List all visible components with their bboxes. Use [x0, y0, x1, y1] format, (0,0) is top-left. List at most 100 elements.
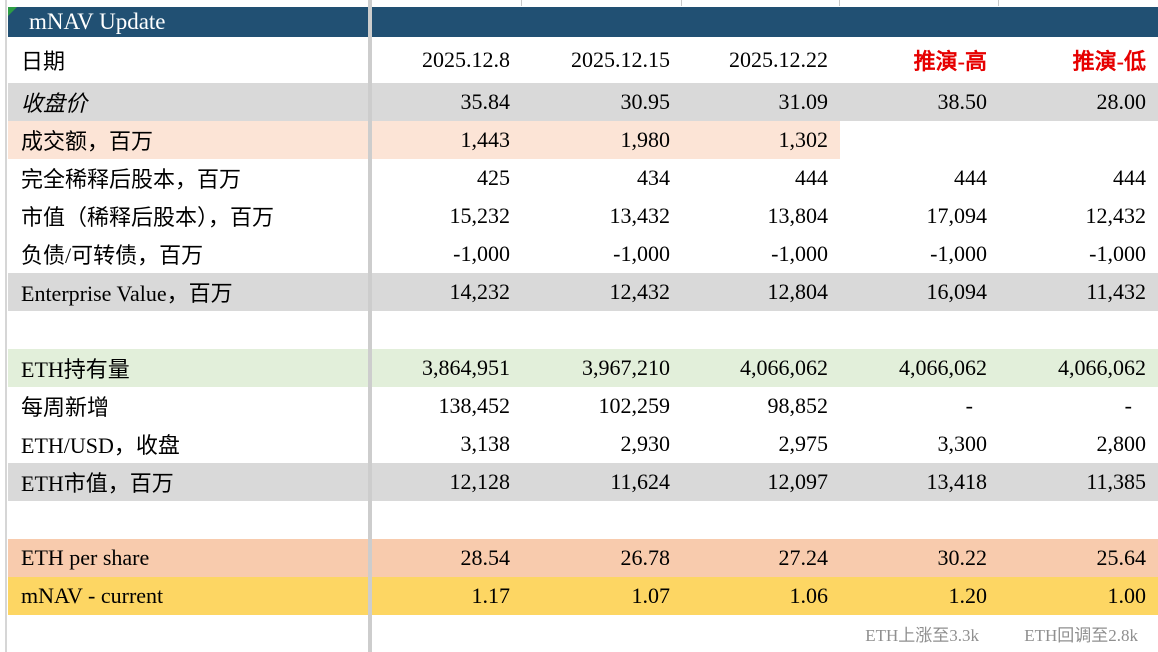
cell-value[interactable]: -1,000 [930, 241, 987, 266]
cell-value[interactable] [840, 501, 999, 539]
cell-value[interactable]: 138,452 [438, 393, 511, 418]
title-cell[interactable]: mNAV Update [8, 7, 1158, 37]
cell-value[interactable]: 444 [795, 165, 828, 190]
cell-value[interactable]: -1,000 [771, 241, 828, 266]
cell-value[interactable] [522, 311, 682, 349]
cell-value[interactable]: 15,232 [449, 203, 511, 228]
row-label[interactable] [8, 501, 370, 539]
cell-value[interactable]: - [965, 393, 973, 418]
cell-value[interactable]: 11,432 [999, 273, 1158, 311]
footer-empty-cell[interactable] [522, 615, 682, 652]
footer-empty-cell[interactable] [370, 615, 522, 652]
cell-value[interactable] [999, 121, 1158, 159]
cell-value[interactable] [682, 311, 840, 349]
cell-value[interactable]: -1,000 [453, 241, 510, 266]
row-gutter-gridline [5, 0, 7, 652]
cell-value[interactable]: 434 [637, 165, 670, 190]
footer-empty-label[interactable] [8, 615, 370, 652]
cell-value[interactable]: 14,232 [370, 273, 522, 311]
cell-value[interactable]: 1.07 [522, 577, 682, 615]
cell-value[interactable]: 1.06 [682, 577, 840, 615]
cell-value[interactable]: -1,000 [1089, 241, 1146, 266]
cell-value[interactable] [522, 501, 682, 539]
cell-value[interactable]: - [1124, 393, 1132, 418]
cell-value[interactable]: 3,967,210 [522, 349, 682, 387]
date-row-label[interactable]: 日期 [21, 49, 66, 74]
cell-value[interactable] [370, 311, 522, 349]
row-label[interactable]: 负债/可转债，百万 [21, 243, 204, 268]
row-label[interactable]: 收盘价 [8, 83, 370, 121]
cell-value[interactable]: 31.09 [682, 83, 840, 121]
cell-value[interactable]: 1,302 [682, 121, 840, 159]
cell-value[interactable]: 30.95 [522, 83, 682, 121]
cell-value[interactable]: 4,066,062 [840, 349, 999, 387]
cell-value[interactable]: 12,804 [682, 273, 840, 311]
cell-value[interactable]: -1,000 [613, 241, 670, 266]
row-label[interactable] [8, 311, 370, 349]
cell-value[interactable]: 28.00 [999, 83, 1158, 121]
cell-value[interactable]: 444 [954, 165, 987, 190]
cell-value[interactable]: 26.78 [522, 539, 682, 577]
row-label[interactable]: ETH/USD，收盘 [21, 433, 180, 458]
cell-value[interactable]: 3,300 [937, 431, 988, 456]
cell-value[interactable]: 425 [477, 165, 510, 190]
cell-value[interactable]: 17,094 [926, 203, 988, 228]
cell-value[interactable]: 11,385 [999, 463, 1158, 501]
cell-value[interactable]: 13,418 [840, 463, 999, 501]
cell-value[interactable]: 98,852 [767, 393, 829, 418]
cell-value[interactable]: 3,864,951 [370, 349, 522, 387]
cell-value[interactable]: 12,097 [682, 463, 840, 501]
footer-empty-cell[interactable] [682, 615, 840, 652]
cell-value[interactable]: 12,128 [370, 463, 522, 501]
cell-value[interactable]: 1,980 [522, 121, 682, 159]
cell-value[interactable]: 2,800 [1096, 431, 1147, 456]
cell-value[interactable]: 27.24 [682, 539, 840, 577]
cell-value[interactable]: 4,066,062 [682, 349, 840, 387]
cell-value[interactable]: 1.20 [840, 577, 999, 615]
cell-value[interactable]: 1.17 [370, 577, 522, 615]
cell-value[interactable] [999, 311, 1158, 349]
row-label[interactable]: 每周新增 [21, 395, 110, 420]
column-header-scenario-high[interactable]: 推演-高 [913, 49, 987, 74]
cell-value[interactable]: 12,432 [522, 273, 682, 311]
note-scenario-high[interactable]: ETH上涨至3.3k [865, 626, 979, 645]
cell-flag-icon [8, 7, 17, 16]
row-label[interactable]: ETH per share [8, 539, 370, 577]
cell-value[interactable]: 444 [1113, 165, 1146, 190]
cell-value[interactable]: 13,432 [609, 203, 671, 228]
note-scenario-low[interactable]: ETH回调至2.8k [1024, 626, 1138, 645]
row-label[interactable]: ETH持有量 [8, 349, 370, 387]
cell-value[interactable] [840, 121, 999, 159]
row-label[interactable]: 完全稀释后股本，百万 [21, 167, 242, 192]
row-label[interactable]: 市值（稀释后股本），百万 [21, 205, 275, 230]
cell-value[interactable]: 4,066,062 [999, 349, 1158, 387]
cell-value[interactable]: 30.22 [840, 539, 999, 577]
cell-value[interactable]: 35.84 [370, 83, 522, 121]
cell-value[interactable] [370, 501, 522, 539]
column-header-date-1[interactable]: 2025.12.8 [422, 47, 510, 72]
cell-value[interactable]: 28.54 [370, 539, 522, 577]
cell-value[interactable]: 11,624 [522, 463, 682, 501]
column-header-date-2[interactable]: 2025.12.15 [571, 47, 670, 72]
cell-value[interactable]: 12,432 [1085, 203, 1147, 228]
cell-value[interactable]: 2,930 [620, 431, 671, 456]
cell-value[interactable]: 13,804 [767, 203, 829, 228]
row-label[interactable]: 成交额，百万 [8, 121, 370, 159]
cell-value[interactable] [999, 501, 1158, 539]
cell-value[interactable] [682, 501, 840, 539]
cell-value[interactable]: 1,443 [370, 121, 522, 159]
cell-value[interactable]: 102,259 [598, 393, 671, 418]
cell-value[interactable]: 3,138 [460, 431, 511, 456]
row-label[interactable]: Enterprise Value，百万 [8, 273, 370, 311]
cell-value[interactable]: 2,975 [778, 431, 829, 456]
cell-value[interactable]: 16,094 [840, 273, 999, 311]
column-header-scenario-low[interactable]: 推演-低 [1072, 49, 1146, 74]
column-header-date-3[interactable]: 2025.12.22 [729, 47, 828, 72]
row-label[interactable]: ETH市值，百万 [8, 463, 370, 501]
cell-value[interactable] [840, 311, 999, 349]
row-label[interactable]: mNAV - current [8, 577, 370, 615]
cell-value[interactable]: 38.50 [840, 83, 999, 121]
cell-value[interactable]: 1.00 [999, 577, 1158, 615]
cell-value[interactable]: 25.64 [999, 539, 1158, 577]
